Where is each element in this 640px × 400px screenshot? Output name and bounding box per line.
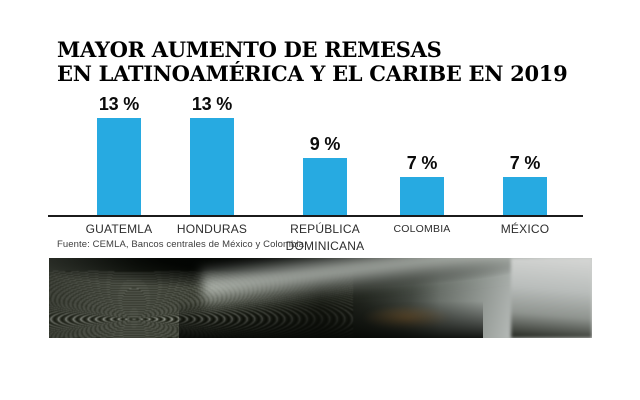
dollar-bill-photo bbox=[49, 258, 592, 338]
source-note: Fuente: CEMLA, Bancos centrales de Méxic… bbox=[57, 239, 305, 250]
bar-group: 7 % bbox=[465, 153, 585, 215]
bar bbox=[190, 118, 234, 215]
category-label: MÉXICO bbox=[500, 222, 550, 236]
category-label: HONDURAS bbox=[176, 222, 248, 236]
chart-title-line2: EN LATINOAMÉRICA Y EL CARIBE EN 2019 bbox=[57, 60, 568, 86]
bar-chart: 13 % 13 % 9 % 7 % 7 % bbox=[59, 94, 585, 215]
rolled-bill-edge bbox=[510, 258, 592, 338]
bar-value-label: 9 % bbox=[309, 134, 341, 154]
bar bbox=[303, 158, 347, 215]
chart-title-line1: MAYOR AUMENTO DE REMESAS bbox=[57, 37, 442, 62]
photo-dark-bottom bbox=[179, 301, 484, 338]
bar bbox=[97, 118, 141, 215]
category-label: REPÚBLICA DOMINICANA bbox=[285, 222, 365, 253]
bar bbox=[400, 177, 444, 215]
bar bbox=[503, 177, 547, 215]
bar-value-label: 13 % bbox=[98, 94, 140, 114]
bar-group: 13 % bbox=[59, 94, 179, 215]
bar-group: 13 % bbox=[152, 94, 272, 215]
chart-title: MAYOR AUMENTO DE REMESAS EN LATINOAMÉRIC… bbox=[57, 38, 597, 85]
x-axis-line bbox=[48, 215, 583, 217]
category-labels: GUATEMLA HONDURAS REPÚBLICA DOMINICANA COLO… bbox=[85, 222, 550, 253]
bar-value-label: 7 % bbox=[406, 153, 438, 173]
category-label: COLOMBIA bbox=[393, 223, 451, 235]
bar-group: 7 % bbox=[362, 153, 482, 215]
bar-group: 9 % bbox=[265, 134, 385, 215]
category-label: GUATEMLA bbox=[85, 222, 153, 236]
bar-value-label: 7 % bbox=[509, 153, 541, 173]
bar-value-label: 13 % bbox=[191, 94, 233, 114]
